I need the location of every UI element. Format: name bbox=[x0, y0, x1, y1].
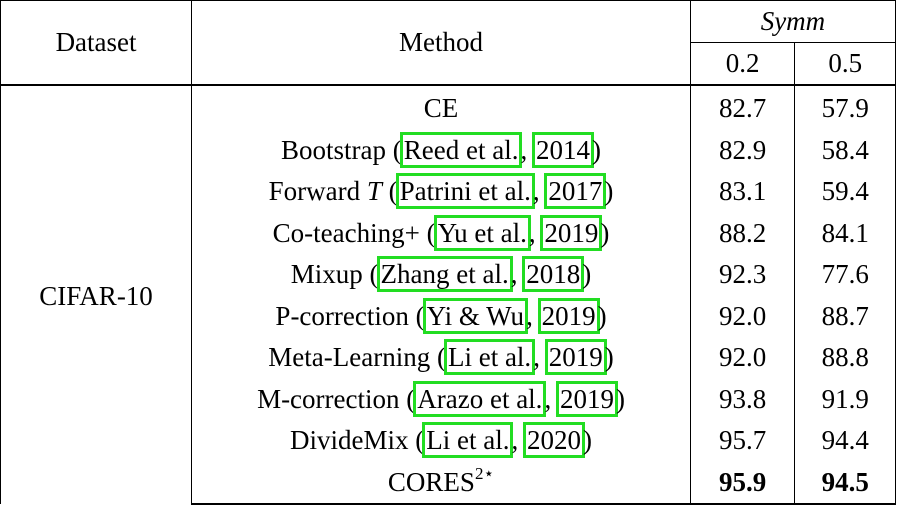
method-variable: T bbox=[366, 176, 382, 207]
value-cell: 84.1 bbox=[794, 212, 896, 254]
table-row: P-correction (Yi & Wu, 2019) 92.0 88.7 bbox=[1, 295, 896, 337]
value-cell-best: 95.9 bbox=[689, 461, 795, 505]
method-cell: Forward T (Patrini et al., 2017) bbox=[191, 171, 691, 213]
header-method: Method bbox=[191, 0, 691, 85]
table-row: Mixup (Zhang et al., 2018) 92.3 77.6 bbox=[1, 254, 896, 296]
value-cell: 57.9 bbox=[794, 84, 896, 130]
value-cell: 82.9 bbox=[689, 129, 795, 171]
table-row: Bootstrap (Reed et al., 2014) 82.9 58.4 bbox=[1, 129, 896, 171]
header-dataset: Dataset bbox=[0, 0, 192, 85]
citation-author-link[interactable]: Zhang et al. bbox=[376, 256, 513, 293]
method-name: Bootstrap bbox=[281, 134, 387, 165]
method-cell: P-correction (Yi & Wu, 2019) bbox=[191, 295, 691, 337]
method-name: Meta-Learning bbox=[268, 342, 431, 373]
value-cell: 94.4 bbox=[794, 420, 896, 462]
method-name: CE bbox=[423, 93, 459, 124]
method-cell: M-correction (Arazo et al., 2019) bbox=[191, 378, 691, 420]
table-row: Co-teaching+ (Yu et al., 2019) 88.2 84.1 bbox=[1, 212, 896, 254]
citation-author-link[interactable]: Reed et al. bbox=[399, 131, 523, 168]
header-col-0-5: 0.5 bbox=[794, 42, 896, 85]
value-cell: 77.6 bbox=[794, 254, 896, 296]
value-cell: 92.0 bbox=[689, 337, 795, 379]
method-cell: Co-teaching+ (Yu et al., 2019) bbox=[191, 212, 691, 254]
method-name: Forward bbox=[268, 176, 361, 207]
method-name: Mixup bbox=[290, 259, 363, 290]
method-cell: Bootstrap (Reed et al., 2014) bbox=[191, 129, 691, 171]
value-cell: 88.8 bbox=[794, 337, 896, 379]
method-name: P-correction bbox=[275, 300, 409, 331]
table-row: M-correction (Arazo et al., 2019) 93.8 9… bbox=[1, 378, 896, 420]
header-row-1: Dataset Method Symm bbox=[0, 0, 897, 85]
citation-year-link[interactable]: 2019 bbox=[544, 339, 607, 376]
citation-author-link[interactable]: Li et al. bbox=[443, 339, 536, 376]
citation-author-link[interactable]: Yu et al. bbox=[433, 214, 531, 251]
citation-author-link[interactable]: Arazo et al. bbox=[413, 380, 547, 417]
method-superscript: 2⋆ bbox=[474, 463, 495, 483]
table-row: Forward T (Patrini et al., 2017) 83.1 59… bbox=[1, 171, 896, 213]
citation-year-link[interactable]: 2019 bbox=[540, 214, 603, 251]
method-name: DivideMix bbox=[290, 425, 409, 456]
citation-author-link[interactable]: Patrini et al. bbox=[395, 173, 535, 210]
dataset-cell: CIFAR-10 bbox=[0, 84, 192, 504]
header-col-0-2: 0.2 bbox=[689, 42, 795, 85]
method-cell: Mixup (Zhang et al., 2018) bbox=[191, 254, 691, 296]
citation-author-link[interactable]: Li et al. bbox=[422, 422, 514, 459]
table-row: CORES2⋆ 95.9 94.5 bbox=[1, 461, 896, 505]
value-cell: 58.4 bbox=[794, 129, 896, 171]
header-row-2: 0.2 0.5 bbox=[1, 42, 896, 85]
citation-author-link[interactable]: Yi & Wu bbox=[422, 297, 529, 334]
method-cell: DivideMix (Li et al., 2020) bbox=[191, 420, 691, 462]
method-cell: CE bbox=[191, 84, 691, 130]
value-cell: 88.2 bbox=[689, 212, 795, 254]
value-cell: 95.7 bbox=[689, 420, 795, 462]
method-name: Co-teaching+ bbox=[272, 217, 420, 248]
table-row: Meta-Learning (Li et al., 2019) 92.0 88.… bbox=[1, 337, 896, 379]
value-cell: 92.0 bbox=[689, 295, 795, 337]
table-row: DivideMix (Li et al., 2020) 95.7 94.4 bbox=[1, 420, 896, 462]
method-name: CORES bbox=[387, 466, 475, 497]
value-cell: 59.4 bbox=[794, 171, 896, 213]
method-cell: Meta-Learning (Li et al., 2019) bbox=[191, 337, 691, 379]
citation-year-link[interactable]: 2020 bbox=[522, 422, 585, 459]
header-group-symm: Symm bbox=[689, 0, 897, 43]
value-cell: 92.3 bbox=[689, 254, 795, 296]
value-cell: 93.8 bbox=[689, 378, 795, 420]
citation-year-link[interactable]: 2017 bbox=[544, 173, 607, 210]
citation-year-link[interactable]: 2014 bbox=[531, 131, 594, 168]
value-cell: 91.9 bbox=[794, 378, 896, 420]
value-cell: 82.7 bbox=[689, 84, 795, 130]
value-cell: 83.1 bbox=[689, 171, 795, 213]
table-row: CIFAR-10 CE 82.7 57.9 bbox=[0, 84, 896, 504]
citation-year-link[interactable]: 2019 bbox=[555, 380, 618, 417]
citation-year-link[interactable]: 2018 bbox=[522, 256, 585, 293]
value-cell-best: 94.5 bbox=[794, 461, 896, 505]
method-name: M-correction bbox=[257, 383, 400, 414]
value-cell: 88.7 bbox=[794, 295, 896, 337]
method-cell: CORES2⋆ bbox=[191, 461, 691, 505]
citation-year-link[interactable]: 2019 bbox=[537, 297, 600, 334]
